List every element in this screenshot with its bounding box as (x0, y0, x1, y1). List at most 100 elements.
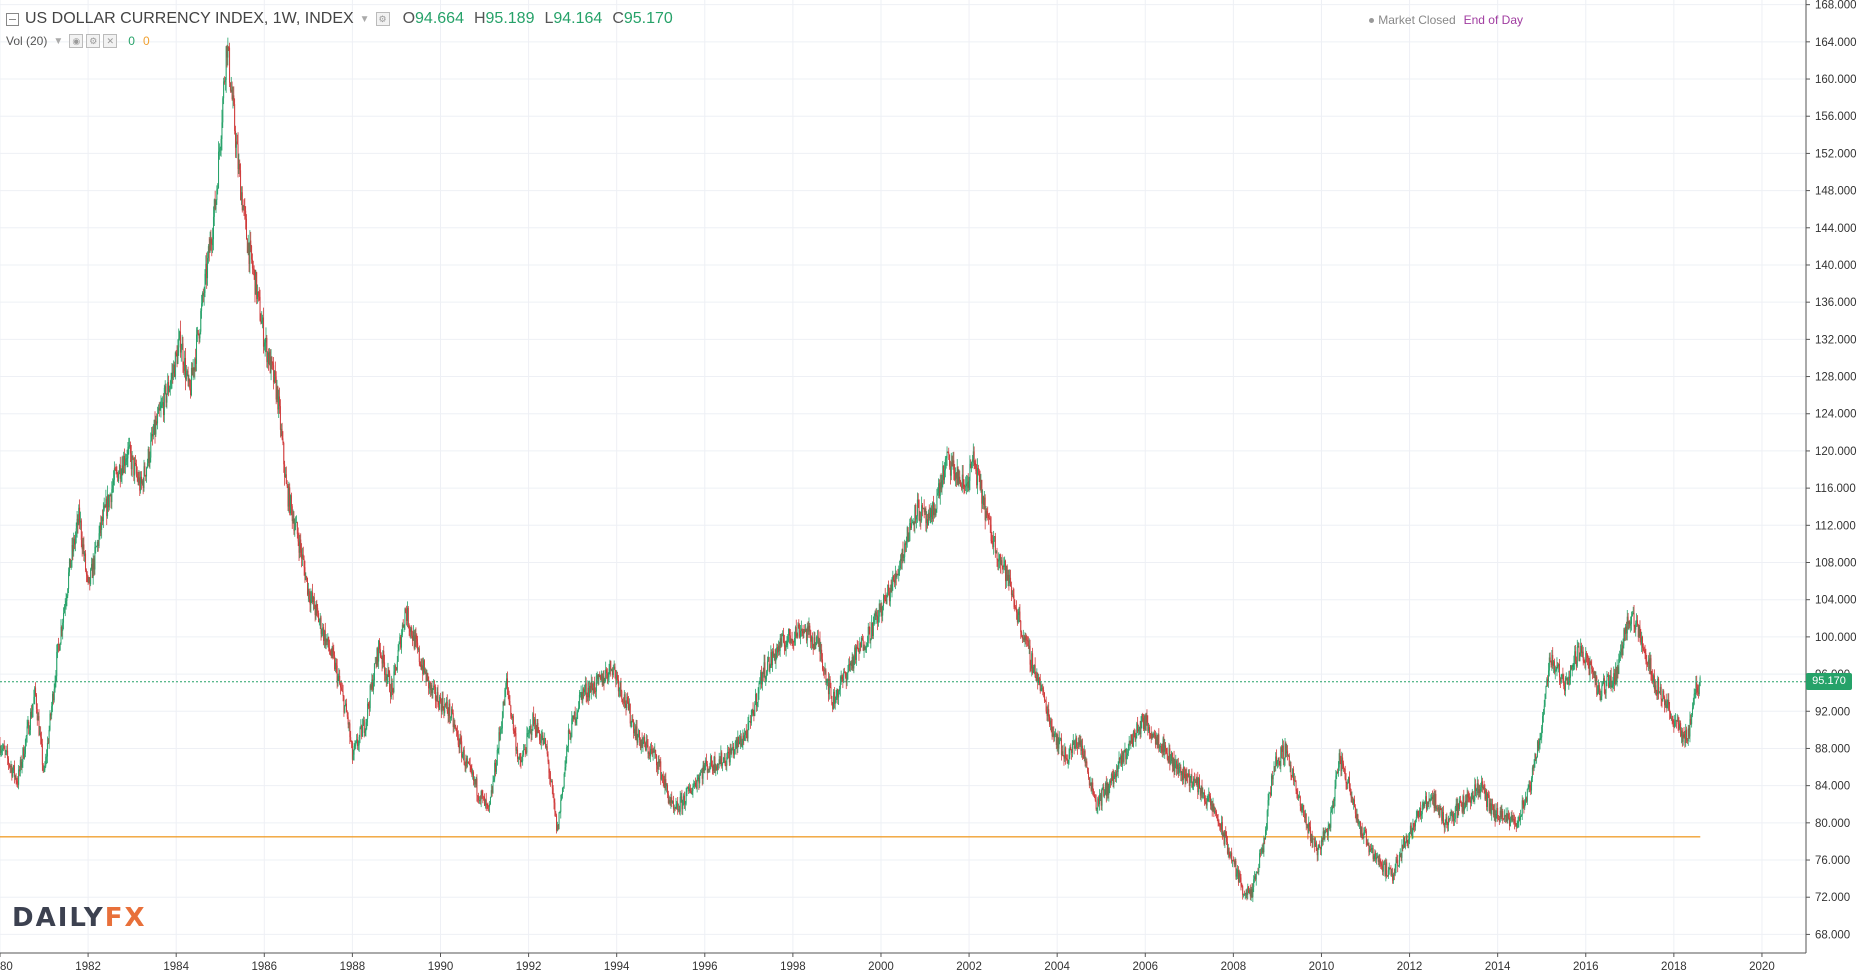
candle-body (1111, 774, 1113, 776)
candle-body (67, 588, 69, 596)
y-tick-label: 112.000 (1815, 520, 1856, 532)
candle-body (883, 595, 885, 597)
candle-body (1521, 800, 1523, 816)
candle-body (1041, 688, 1043, 689)
candle-body (1679, 723, 1681, 729)
candle-body (1107, 782, 1109, 795)
candle-body (982, 496, 984, 505)
candle-body (1204, 792, 1206, 802)
close-icon[interactable]: ✕ (103, 34, 118, 48)
candle-body (66, 595, 68, 601)
candle-body (1473, 799, 1475, 802)
candle-body (462, 754, 464, 758)
candle-body (477, 795, 479, 797)
eye-icon[interactable]: ◉ (69, 34, 84, 48)
candle-body (212, 239, 214, 246)
candle-body (1204, 801, 1206, 803)
candle-body (583, 688, 585, 693)
candle-body (834, 702, 836, 704)
y-axis[interactable]: 68.00072.00076.00080.00084.00088.00092.0… (1805, 0, 1857, 953)
collapse-icon[interactable] (6, 12, 19, 26)
candle-body (341, 689, 343, 692)
candle-body (412, 635, 414, 641)
candle-body (495, 765, 497, 772)
symbol-title[interactable]: US DOLLAR CURRENCY INDEX, 1W, INDEX (25, 10, 354, 27)
candle-body (275, 376, 277, 400)
candle-body (737, 736, 739, 748)
candle-body (1603, 678, 1605, 684)
candle-body (343, 696, 345, 713)
candle-body (40, 732, 42, 738)
x-axis[interactable]: 1980198219841986198819901992199419961998… (0, 952, 1806, 973)
candle-body (511, 716, 513, 718)
candle-body (1181, 771, 1183, 776)
candle-body (1452, 813, 1454, 818)
candle-body (1119, 757, 1121, 760)
candle-body (541, 735, 543, 738)
candle-body (1691, 715, 1693, 725)
candle-body (1311, 834, 1313, 843)
candle-body (724, 757, 726, 766)
candle-body (1004, 560, 1006, 565)
candle-body (1354, 799, 1355, 807)
candle-body (1573, 663, 1575, 665)
candle-body (650, 748, 652, 750)
candle-body (735, 739, 737, 743)
candle-body (1126, 753, 1128, 756)
candle-body (1267, 800, 1269, 811)
candle-body (924, 508, 926, 513)
candle-body (207, 246, 209, 259)
candle-body (325, 638, 327, 646)
candle-body (139, 477, 141, 491)
candle-body (1467, 793, 1469, 798)
candle-body (432, 688, 434, 694)
candle-body (1281, 745, 1283, 752)
candle-body (330, 654, 332, 657)
candle-body (888, 591, 890, 602)
candle-body (1593, 671, 1595, 675)
chevron-down-icon[interactable]: ▼ (359, 13, 370, 25)
candle-body (35, 694, 37, 710)
candle-body (1531, 767, 1533, 779)
candle-body (1123, 751, 1125, 762)
candle-body (1077, 742, 1079, 748)
candle-body (1692, 704, 1694, 708)
candle-body (1278, 758, 1280, 761)
candle-body (335, 662, 337, 666)
candle-body (1443, 823, 1445, 828)
candle-body (329, 651, 331, 655)
candle-body (1407, 841, 1409, 843)
volume-label[interactable]: Vol (20) (6, 34, 48, 48)
candle-body (101, 517, 103, 522)
candle-body (318, 613, 320, 623)
candle-body (1382, 864, 1384, 872)
candle-body (898, 569, 900, 576)
candle-body (498, 732, 500, 750)
candle-body (146, 463, 148, 468)
settings-icon[interactable]: ⚙ (86, 34, 101, 48)
candle-body (1265, 828, 1267, 830)
candle-body (1647, 659, 1649, 665)
candle-body (666, 785, 668, 787)
candle-body (1012, 593, 1014, 596)
candle-body (361, 725, 363, 737)
candle-body (314, 608, 316, 616)
candle-body (761, 672, 763, 685)
candle-body (169, 384, 171, 389)
candle-body (1331, 805, 1333, 810)
candle-body (1500, 810, 1502, 818)
candle-body (922, 507, 924, 509)
candle-body (1182, 766, 1184, 781)
candle-body (290, 495, 292, 507)
chevron-down-icon[interactable]: ▼ (53, 35, 64, 47)
candle-body (672, 801, 674, 809)
candle-body (69, 558, 71, 568)
candle-body (234, 131, 236, 148)
candle-body (1425, 796, 1427, 802)
candle-body (676, 802, 678, 805)
candle-body (570, 737, 572, 740)
data-mode-text[interactable]: End of Day (1463, 13, 1523, 27)
candle-body (255, 272, 257, 295)
settings-icon[interactable]: ⚙ (375, 12, 390, 26)
